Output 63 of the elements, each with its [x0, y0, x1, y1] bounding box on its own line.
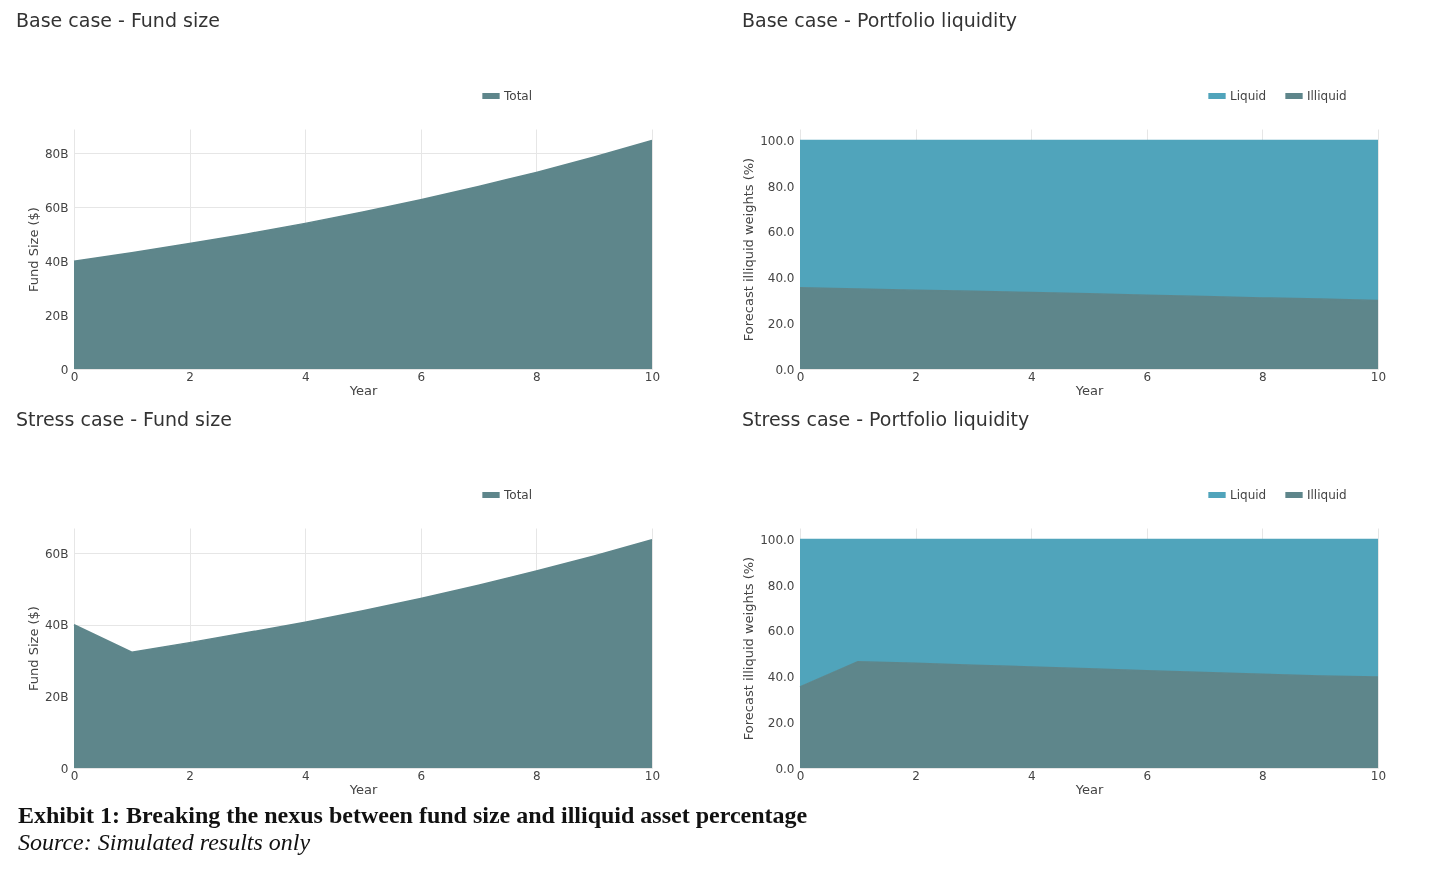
x-tick-label: 8 — [1259, 369, 1267, 384]
x-tick-label: 10 — [644, 768, 661, 783]
y-axis-title: Forecast illiquid weights (%) — [741, 157, 757, 342]
y-tick-label: 40.0 — [767, 271, 795, 286]
x-axis-title: Year — [1074, 382, 1104, 398]
x-tick-label: 0 — [70, 369, 79, 384]
chart-title: Stress case - Portfolio liquidity — [742, 408, 1030, 430]
legend-label: Liquid — [1230, 488, 1267, 502]
y-tick-label: 80B — [44, 146, 69, 161]
y-tick-label: 60.0 — [767, 225, 795, 240]
x-tick-label: 4 — [1027, 768, 1036, 783]
x-tick-label: 8 — [1259, 768, 1267, 783]
x-tick-label: 0 — [70, 768, 79, 783]
y-tick-label: 100.0 — [760, 133, 795, 148]
x-axis-title: Year — [348, 382, 378, 398]
y-tick-label: 0.0 — [775, 362, 795, 377]
text: Exhibit 1: Breaking the nexus between fund size and illiquid asset percentage — [18, 802, 809, 829]
x-tick-label: 4 — [301, 369, 310, 384]
source-note: Source: Simulated results only — [18, 829, 312, 856]
y-tick-label: 60B — [44, 546, 69, 561]
y-tick-label: 40B — [44, 618, 69, 633]
chart-title: Stress case - Fund size — [16, 408, 232, 430]
y-tick-label: 20B — [44, 308, 69, 323]
y-tick-label: 40B — [44, 254, 69, 269]
x-tick-label: 2 — [912, 768, 920, 783]
y-tick-label: 20.0 — [767, 715, 795, 730]
y-tick-label: 60.0 — [767, 624, 795, 639]
legend-label: Total — [503, 89, 533, 103]
y-tick-label: 40.0 — [767, 670, 795, 685]
legend-label: Total — [503, 488, 533, 502]
x-tick-label: 0 — [796, 369, 805, 384]
x-tick-label: 6 — [417, 768, 426, 783]
y-axis-title: Fund Size ($) — [26, 606, 41, 691]
x-tick-label: 10 — [644, 369, 661, 384]
x-tick-label: 6 — [417, 369, 426, 384]
x-axis-title: Year — [348, 781, 378, 797]
x-tick-label: 6 — [1143, 369, 1152, 384]
x-tick-label: 4 — [1027, 369, 1036, 384]
y-axis-title: Forecast illiquid weights (%) — [741, 556, 757, 741]
y-tick-label: 100.0 — [760, 532, 795, 547]
x-tick-label: 2 — [912, 369, 920, 384]
legend-label: Illiquid — [1307, 89, 1347, 103]
x-axis-title: Year — [1074, 781, 1104, 797]
y-axis-title: Fund Size ($) — [26, 207, 41, 292]
x-tick-label: 2 — [186, 768, 194, 783]
y-tick-label: 0.0 — [775, 761, 795, 776]
y-tick-label: 20.0 — [767, 316, 795, 331]
x-tick-label: 0 — [796, 768, 805, 783]
x-tick-label: 4 — [301, 768, 310, 783]
legend-label: Liquid — [1230, 89, 1267, 103]
x-tick-label: 6 — [1143, 768, 1152, 783]
chart-title: Base case - Fund size — [16, 9, 220, 31]
chart-title: Base case - Portfolio liquidity — [742, 9, 1018, 31]
x-tick-label: 10 — [1370, 369, 1387, 384]
x-tick-label: 2 — [186, 369, 194, 384]
x-tick-label: 8 — [533, 768, 541, 783]
legend-label: Illiquid — [1307, 488, 1347, 502]
x-tick-label: 8 — [533, 369, 541, 384]
y-tick-label: 60B — [44, 200, 69, 215]
y-tick-label: 20B — [44, 689, 69, 704]
x-tick-label: 10 — [1370, 768, 1387, 783]
y-tick-label: 80.0 — [767, 578, 795, 593]
y-tick-label: 80.0 — [767, 179, 795, 194]
